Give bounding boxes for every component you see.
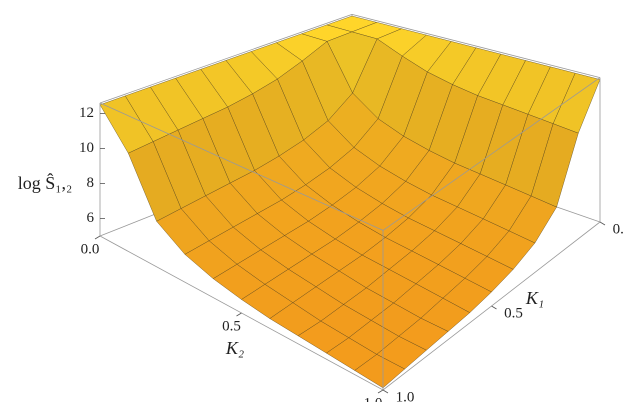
y-tick-label: 0.5 [222,318,241,334]
y-tick [94,235,101,240]
y-tick-label: 1.0 [364,395,383,402]
y-tick-label: 0.0 [81,241,100,257]
z-tick-label: 10 [79,140,94,156]
y-tick [377,389,384,394]
box-edge [99,102,384,231]
box-edge [99,14,353,104]
y-axis-title: K₂ [225,338,244,358]
z-tick-label: 6 [87,210,95,226]
z-tick-label: 8 [87,175,95,191]
z-axis-title: log Ŝ₁,₂ [18,172,73,193]
z-tick-label: 12 [79,105,94,121]
x-tick [382,389,389,394]
x-tick-label: 0.0 [613,221,623,237]
box-edge [351,14,601,78]
x-tick-label: 0.5 [504,305,523,321]
box-edge [382,77,601,231]
y-tick [236,312,242,317]
x-tick-label: 1.0 [396,389,415,402]
x-tick [599,221,606,226]
x-tick [491,305,497,310]
x-axis-title: K₁ [525,288,544,308]
